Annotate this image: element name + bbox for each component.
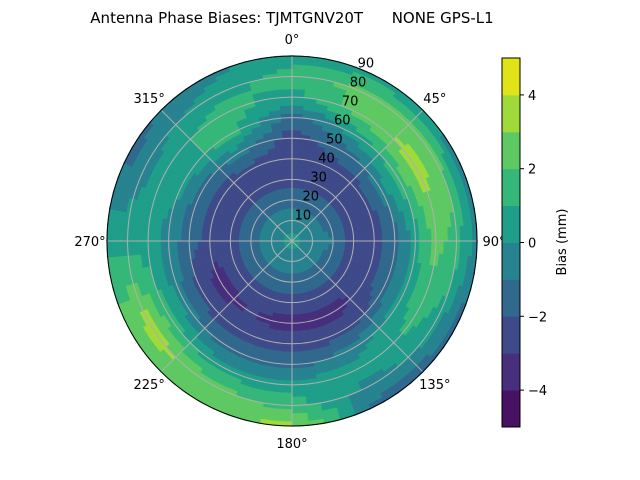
theta-gridline [160, 240, 293, 373]
colorbar-band [502, 205, 520, 243]
colorbar-band [502, 131, 520, 170]
colorbar-band [502, 390, 520, 428]
colorbar-tick-label: −2 [528, 310, 547, 325]
theta-tick-labels: 0° 45° 90° 135° 180° 225° 270° 315° [74, 33, 505, 452]
radial-tick-label: 60 [334, 114, 351, 129]
theta-tick-label: 135° [419, 378, 450, 393]
theta-tick-label: 180° [276, 437, 307, 452]
theta-tick-label: 0° [285, 33, 300, 48]
polar-grid [106, 55, 478, 427]
colorbar-tick-label: −4 [528, 384, 547, 399]
theta-gridline [291, 109, 424, 242]
colorbar-tick-label: 0 [528, 237, 536, 252]
radial-tick-label: 40 [318, 152, 335, 167]
radial-tick-label: 10 [295, 209, 312, 224]
colorbar-band [502, 316, 520, 354]
radial-tick-labels: 10 20 30 40 50 60 70 80 90 [295, 57, 374, 224]
colorbar-tick-label: 2 [528, 163, 536, 178]
theta-tick-label: 90° [482, 235, 505, 250]
colorbar-band [502, 58, 520, 96]
radial-tick-label: 80 [350, 76, 367, 91]
colorbar-band [502, 168, 520, 207]
radial-tick-label: 90 [358, 57, 375, 72]
colorbar-band [502, 353, 520, 391]
theta-tick-label: 315° [134, 92, 165, 107]
colorbar-label: Bias (mm) [555, 209, 570, 276]
theta-gridline [291, 240, 424, 373]
theta-tick-label: 45° [423, 92, 446, 107]
radial-tick-label: 20 [303, 190, 320, 205]
radial-tick-label: 70 [342, 95, 359, 110]
radial-tick-label: 50 [326, 133, 343, 148]
theta-gridline [160, 109, 293, 242]
polar-boundary [106, 55, 478, 427]
chart-title: Antenna Phase Biases: TJMTGNV20T NONE GP… [90, 9, 493, 27]
colorbar-band [502, 279, 520, 317]
colorbar: −4 −2 0 2 4 [501, 57, 547, 428]
colorbar-band [502, 242, 520, 280]
theta-tick-label: 270° [74, 235, 105, 250]
colorbar-tick-label: 4 [528, 89, 536, 104]
theta-tick-label: 225° [134, 378, 165, 393]
colorbar-band [502, 94, 520, 133]
radial-tick-label: 30 [310, 171, 327, 186]
